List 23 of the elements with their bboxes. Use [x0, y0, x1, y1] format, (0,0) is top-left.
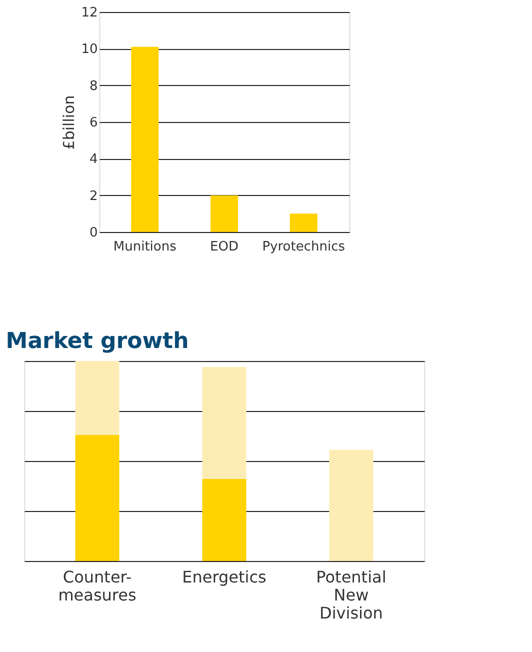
- x-tick-label: Munitions: [113, 240, 177, 254]
- x-tick-label: EOD: [210, 240, 238, 254]
- bar: [75, 361, 120, 435]
- y-tick-label: 4: [89, 152, 98, 168]
- bar: [202, 479, 246, 561]
- bar: [75, 435, 120, 561]
- y-tick-label: 8: [89, 78, 98, 94]
- bar: [202, 367, 246, 479]
- x-tick-label: Potential New Division: [316, 568, 386, 622]
- y-tick-label: 0: [89, 226, 98, 240]
- x-tick-label: Counter-measures: [58, 568, 136, 604]
- bar: [210, 195, 238, 232]
- bar: [329, 450, 374, 561]
- text: Market growth: [6, 329, 189, 354]
- y-tick-label: 12: [81, 6, 98, 20]
- y-axis-title: £billion: [60, 95, 78, 150]
- bar: [131, 46, 159, 232]
- bar: [290, 214, 318, 232]
- x-tick-label: Pyrotechnics: [262, 240, 346, 254]
- y-tick-label: 10: [81, 42, 98, 58]
- y-tick-label: 6: [89, 116, 98, 130]
- x-tick-label: Energetics: [182, 568, 266, 586]
- y-tick-label: 2: [89, 188, 98, 204]
